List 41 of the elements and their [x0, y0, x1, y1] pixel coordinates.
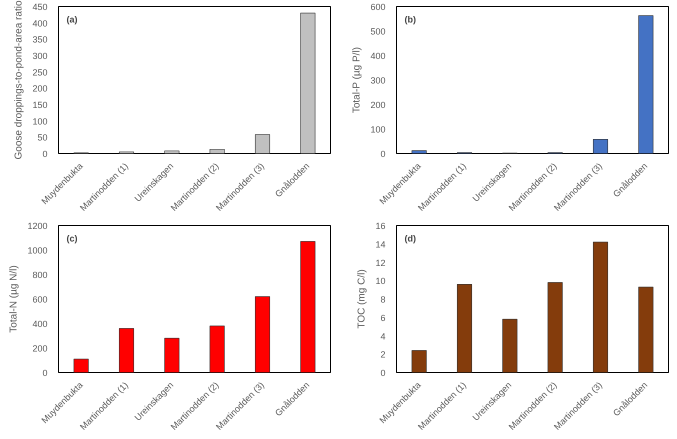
y-tick-label: 6 — [380, 312, 386, 323]
y-tick-label: 1200 — [27, 221, 48, 231]
y-tick-label: 500 — [370, 26, 386, 36]
y-tick-label: 0 — [380, 368, 386, 378]
annotation: (d) — [404, 234, 416, 244]
annotation: (a) — [66, 14, 78, 24]
y-tick-label: 600 — [370, 2, 386, 12]
y-tick-label: 400 — [32, 319, 48, 329]
y-tick-label: 12 — [375, 258, 386, 268]
y-tick-label: 300 — [370, 76, 386, 86]
y-tick-label: 0 — [42, 368, 48, 378]
y-axis-title: Total-N (µg N/l) — [8, 265, 20, 333]
y-tick-label: 1000 — [27, 246, 48, 256]
y-tick-label: 250 — [32, 67, 48, 78]
annotation: (b) — [404, 14, 416, 24]
y-tick-label: 450 — [32, 2, 48, 12]
y-tick-label: 8 — [380, 294, 386, 304]
y-tick-label: 14 — [375, 239, 386, 250]
y-tick-label: 200 — [370, 100, 386, 110]
y-tick-label: 4 — [380, 331, 386, 342]
y-tick-label: 100 — [32, 116, 48, 126]
y-axis-title: Total-P (µg P/l) — [351, 47, 362, 114]
y-tick-label: 350 — [32, 34, 48, 45]
y-axis-title: Goose droppings-to-pond-area ratio — [13, 0, 24, 160]
y-tick-label: 0 — [380, 149, 386, 159]
y-tick-label: 200 — [32, 84, 48, 94]
y-tick-label: 200 — [32, 344, 48, 354]
y-tick-label: 300 — [32, 51, 48, 61]
y-tick-label: 600 — [32, 294, 48, 304]
y-tick-label: 400 — [370, 51, 386, 61]
y-tick-label: 100 — [370, 124, 386, 134]
y-tick-label: 150 — [32, 100, 48, 110]
annotation: (c) — [66, 234, 78, 244]
y-tick-label: 0 — [42, 149, 48, 159]
y-tick-label: 10 — [375, 276, 386, 286]
y-tick-label: 800 — [32, 270, 48, 280]
y-tick-label: 16 — [375, 221, 386, 231]
y-tick-label: 2 — [380, 350, 386, 360]
y-axis-title: TOC (mg C/l) — [356, 269, 368, 329]
y-tick-label: 50 — [37, 132, 48, 143]
y-tick-label: 400 — [32, 18, 48, 28]
